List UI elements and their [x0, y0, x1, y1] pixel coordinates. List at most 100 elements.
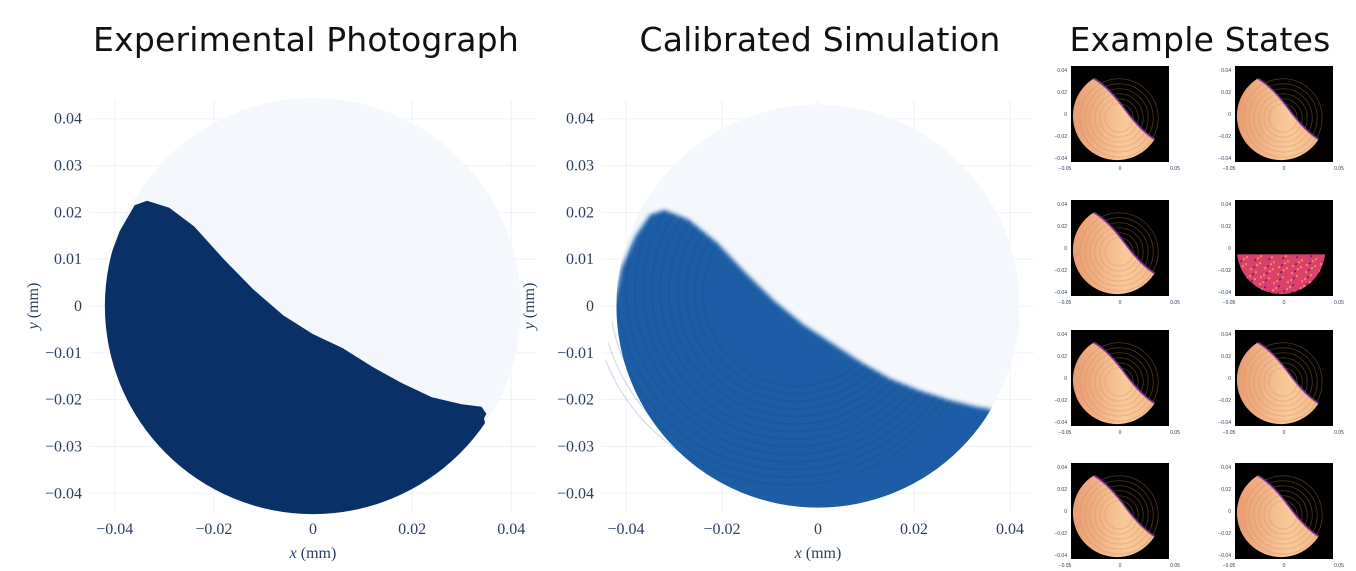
y-tick-label: −0.02	[1054, 134, 1067, 140]
x-tick-label: 0	[1283, 300, 1286, 306]
ring-pattern	[1094, 357, 1144, 407]
x-tick-label: 0.05	[1170, 300, 1180, 306]
y-tick-label: −0.04	[1218, 553, 1231, 559]
ring-pattern	[1268, 367, 1298, 397]
noise-dot	[1283, 269, 1285, 272]
x-tick-label: 0	[1283, 563, 1286, 569]
y-tick-label: 0.03	[566, 158, 594, 175]
x-tick-label: −0.05	[1223, 166, 1236, 172]
chart-title-experimental: Experimental Photograph	[93, 20, 519, 59]
x-tick-label: 0.05	[1334, 430, 1344, 436]
y-tick-label: 0.02	[1057, 224, 1067, 230]
y-tick-label: −0.02	[1218, 398, 1231, 404]
noise-dot	[1282, 276, 1284, 279]
y-tick-label: 0	[1228, 376, 1231, 382]
noise-dot	[1290, 279, 1292, 282]
noise-dot	[1284, 262, 1286, 265]
x-tick-label: 0	[1119, 300, 1122, 306]
noise-dot	[1273, 282, 1275, 285]
y-tick-label: −0.02	[1054, 268, 1067, 274]
ring-pattern	[1079, 475, 1159, 555]
y-tick-label: 0.04	[1221, 68, 1231, 74]
noise-dot	[1295, 263, 1297, 266]
ring-pattern	[1084, 480, 1154, 550]
ring-pattern	[1258, 93, 1308, 143]
ring-pattern	[1248, 347, 1318, 417]
x-tick-label: −0.05	[1059, 430, 1072, 436]
x-tick-label: 0.05	[1170, 563, 1180, 569]
noise-dot	[1301, 280, 1303, 283]
y-tick-label: −0.02	[1218, 268, 1231, 274]
x-tick-label: 0.05	[1334, 300, 1344, 306]
x-tick-label: 0.04	[497, 521, 525, 538]
noise-dot	[1297, 268, 1299, 271]
y-tick-label: 0	[1228, 246, 1231, 252]
noise-dot	[1278, 266, 1280, 269]
y-tick-label: −0.04	[1054, 420, 1067, 426]
noise-dot	[1250, 268, 1252, 271]
ring-pattern	[1263, 495, 1303, 535]
ring-pattern	[1099, 98, 1139, 138]
fluid-crescent	[1236, 338, 1326, 425]
y-axis-label: y (mm)	[25, 283, 42, 332]
x-tick-label: 0.05	[1334, 166, 1344, 172]
noise-dot	[1301, 259, 1303, 262]
y-tick-label: 0.02	[1057, 354, 1067, 360]
noise-dot	[1283, 290, 1285, 293]
noise-dot	[1306, 283, 1308, 286]
ring-pattern	[1104, 500, 1134, 530]
noise-dot	[1243, 258, 1245, 261]
noise-dot	[1310, 255, 1312, 258]
y-tick-label: 0.02	[1221, 90, 1231, 96]
calibrated-simulation-plot: −0.04 −0.02 0 0.02 0.04 0.04 0.03 0.02 0.01 0 −0.0…	[521, 100, 1034, 562]
ring-pattern	[1084, 217, 1154, 287]
noise-dot	[1289, 286, 1291, 289]
x-tick-label: −0.05	[1223, 430, 1236, 436]
x-tick-label: 0	[1283, 430, 1286, 436]
ring-pattern	[1263, 98, 1303, 138]
ring-pattern	[1253, 352, 1313, 412]
experimental-photograph-plot: −0.04 −0.02 0 0.02 0.04 0.04 0.03 0.02 0.01 0 −0.0…	[25, 97, 536, 562]
y-tick-label: −0.02	[1054, 398, 1067, 404]
noise-dot	[1261, 288, 1263, 291]
noise-dot	[1298, 261, 1300, 264]
fluid-crescent	[1072, 208, 1162, 295]
x-tick-label: 0	[1119, 430, 1122, 436]
noise-dot	[1260, 255, 1262, 258]
noise-dot	[1276, 280, 1278, 283]
noise-dot	[1277, 292, 1279, 295]
noise-dot	[1306, 264, 1308, 267]
noise-dot	[1300, 287, 1302, 290]
y-tick-label: 0	[1064, 509, 1067, 515]
y-tick-label: 0.02	[1221, 224, 1231, 230]
y-tick-label: −0.02	[557, 392, 594, 409]
ring-pattern	[1253, 485, 1313, 545]
ring-pattern	[1104, 367, 1134, 397]
noise-dot	[1266, 272, 1268, 275]
chart-title-example-states: Example States	[1069, 20, 1331, 59]
y-tick-label: −0.02	[1054, 531, 1067, 537]
y-tick-label: 0	[1228, 112, 1231, 118]
ring-pattern	[1243, 78, 1323, 158]
noise-dot	[1279, 278, 1281, 281]
noise-dot	[1278, 285, 1280, 288]
y-axis-label: y (mm)	[521, 283, 538, 332]
y-tick-label: −0.02	[1218, 531, 1231, 537]
y-tick-label: 0.02	[1057, 487, 1067, 493]
y-tick-label: 0.04	[1057, 332, 1067, 338]
example-state-panel: 0.04 0.02 0 −0.02 −0.04 −0.05 0 0.05	[1054, 330, 1180, 436]
x-tick-label: −0.04	[607, 521, 644, 538]
noise-dot	[1249, 275, 1251, 278]
y-tick-label: 0.04	[1057, 68, 1067, 74]
ring-pattern	[1079, 78, 1159, 158]
y-tick-label: 0.02	[1057, 90, 1067, 96]
noise-dot	[1296, 275, 1298, 278]
ring-pattern	[1089, 485, 1149, 545]
noise-dot	[1320, 263, 1322, 266]
noise-dot	[1292, 284, 1294, 287]
noise-dot	[1300, 266, 1302, 269]
noise-dot	[1286, 288, 1288, 291]
ring-pattern	[1248, 83, 1318, 153]
y-tick-label: −0.04	[1218, 156, 1231, 162]
y-tick-label: −0.01	[557, 345, 594, 362]
